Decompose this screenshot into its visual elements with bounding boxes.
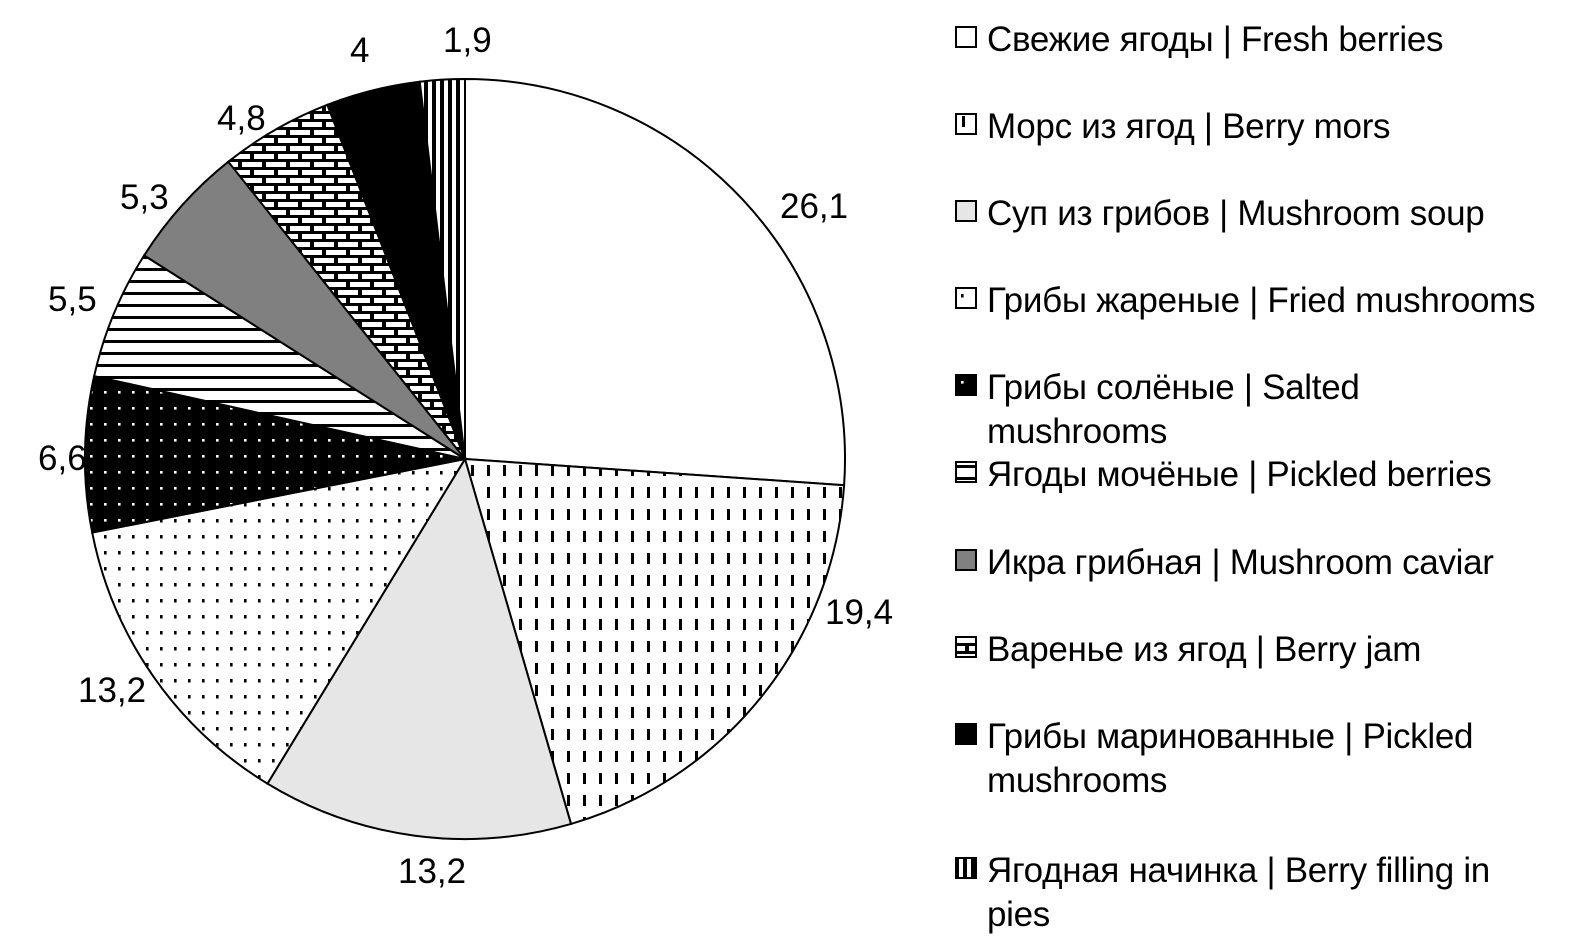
- legend-label: Грибы маринованные | Pickled mushrooms: [987, 717, 1474, 800]
- legend-item: Икра грибная | Mushroom caviar: [955, 541, 1547, 585]
- legend-swatch: [955, 26, 977, 48]
- slice-value-label: 4: [350, 31, 369, 70]
- pie-slice-labels: 26,1 19,4 13,2 13,2 6,6 5,5 5,3 4,8 4 1,9: [38, 21, 893, 891]
- legend-swatch: [955, 857, 977, 879]
- legend-swatch: [955, 113, 977, 135]
- pie-chart: 26,1 19,4 13,2 13,2 6,6 5,5 5,3 4,8 4 1,9: [38, 21, 893, 891]
- legend-label: Грибы солёные | Salted mushrooms: [987, 368, 1360, 451]
- legend: Свежие ягоды | Fresh berries Морс из ягод…: [955, 0, 1591, 934]
- legend-swatch: [955, 461, 977, 483]
- pie-slice: [418, 77, 466, 460]
- pie-slice: [84, 374, 466, 534]
- legend-item: Грибы маринованные | Pickled mushrooms: [955, 715, 1547, 803]
- legend-label: Ягодная начинка | Berry filling in pies: [987, 851, 1490, 934]
- legend-label: Суп из грибов | Mushroom soup: [987, 194, 1485, 233]
- legend-item: Суп из грибов | Mushroom soup: [955, 192, 1547, 236]
- pie-slices: [84, 77, 846, 840]
- pie-slice: [92, 254, 466, 460]
- legend-label: Варенье из ягод | Berry jam: [987, 630, 1422, 669]
- legend-item: Ягоды мочёные | Pickled berries: [955, 453, 1547, 497]
- legend-item: Грибы жареные | Fried mushrooms: [955, 279, 1547, 323]
- slice-value-label: 13,2: [78, 671, 146, 710]
- legend-swatch: [955, 636, 977, 658]
- legend-swatch: [955, 549, 977, 571]
- slice-value-label: 1,9: [443, 21, 492, 60]
- slice-value-label: 5,5: [48, 280, 97, 319]
- legend-item: Ягодная начинка | Berry filling in pies: [955, 849, 1547, 937]
- legend-label: Икра грибная | Mushroom caviar: [987, 543, 1494, 582]
- legend-label: Свежие ягоды | Fresh berries: [987, 20, 1444, 59]
- legend-swatch: [955, 200, 977, 222]
- legend-swatch: [955, 287, 977, 309]
- legend-label: Ягоды мочёные | Pickled berries: [987, 455, 1492, 494]
- pie-slice: [464, 77, 846, 487]
- legend-item: Морс из ягод | Berry mors: [955, 105, 1547, 149]
- legend-label: Морс из ягод | Berry mors: [987, 107, 1391, 146]
- slice-value-label: 26,1: [780, 187, 848, 226]
- slice-value-label: 19,4: [825, 593, 893, 632]
- pie-slice: [266, 456, 573, 840]
- legend-swatch: [955, 374, 977, 396]
- legend-item: Свежие ягоды | Fresh berries: [955, 18, 1547, 62]
- legend-swatch: [955, 723, 977, 745]
- legend-item: Грибы солёные | Salted mushrooms: [955, 366, 1547, 454]
- slice-value-label: 5,3: [120, 178, 169, 217]
- pie-slice: [463, 457, 846, 826]
- legend-item: Варенье из ягод | Berry jam: [955, 628, 1547, 672]
- slice-value-label: 13,2: [398, 852, 466, 891]
- legend-label: Грибы жареные | Fried mushrooms: [987, 281, 1536, 320]
- pie-slice: [91, 457, 468, 786]
- slice-value-label: 6,6: [38, 439, 87, 478]
- slice-value-label: 4,8: [217, 99, 266, 138]
